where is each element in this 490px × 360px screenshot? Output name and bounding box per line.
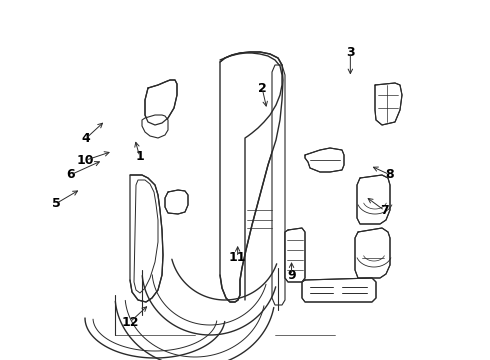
Polygon shape [305,148,344,172]
Polygon shape [165,190,188,214]
Text: 12: 12 [121,316,139,329]
Text: 9: 9 [287,269,296,282]
Text: 11: 11 [229,251,246,264]
Polygon shape [145,80,177,125]
Polygon shape [130,175,163,302]
Polygon shape [272,65,285,305]
Polygon shape [357,175,390,224]
Text: 3: 3 [346,46,355,59]
Polygon shape [142,115,168,138]
Text: 5: 5 [52,197,61,210]
Text: 4: 4 [81,132,90,145]
Polygon shape [285,228,305,282]
Text: 6: 6 [67,168,75,181]
Polygon shape [355,228,390,278]
Polygon shape [302,278,376,302]
Text: 2: 2 [258,82,267,95]
Text: 1: 1 [135,150,144,163]
Polygon shape [220,52,283,302]
Text: 8: 8 [385,168,394,181]
Text: 10: 10 [77,154,95,167]
Polygon shape [134,180,158,293]
Polygon shape [375,83,402,125]
Text: 7: 7 [380,204,389,217]
